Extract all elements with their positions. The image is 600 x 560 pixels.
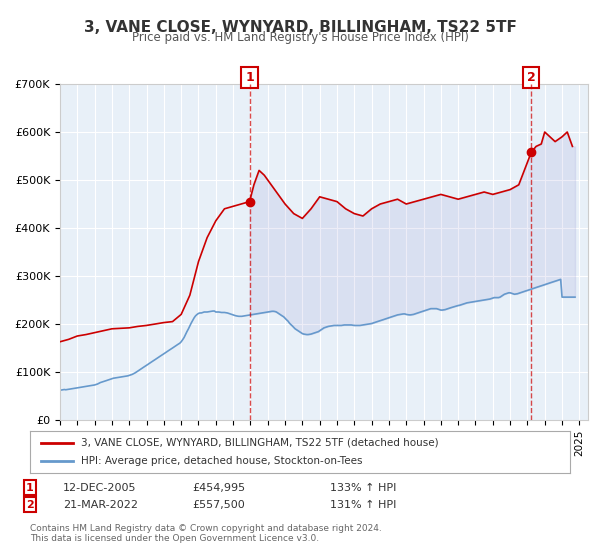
Text: 2: 2 xyxy=(527,71,536,84)
Text: Contains HM Land Registry data © Crown copyright and database right 2024.
This d: Contains HM Land Registry data © Crown c… xyxy=(30,524,382,543)
Text: 131% ↑ HPI: 131% ↑ HPI xyxy=(330,500,397,510)
Text: 2: 2 xyxy=(26,500,34,510)
Text: 3, VANE CLOSE, WYNYARD, BILLINGHAM, TS22 5TF (detached house): 3, VANE CLOSE, WYNYARD, BILLINGHAM, TS22… xyxy=(82,438,439,448)
Text: 3, VANE CLOSE, WYNYARD, BILLINGHAM, TS22 5TF: 3, VANE CLOSE, WYNYARD, BILLINGHAM, TS22… xyxy=(83,20,517,35)
Text: £557,500: £557,500 xyxy=(192,500,245,510)
Text: 12-DEC-2005: 12-DEC-2005 xyxy=(63,483,137,493)
Text: 1: 1 xyxy=(26,483,34,493)
Text: 21-MAR-2022: 21-MAR-2022 xyxy=(63,500,138,510)
Text: 133% ↑ HPI: 133% ↑ HPI xyxy=(330,483,397,493)
Text: 1: 1 xyxy=(245,71,254,84)
Text: £454,995: £454,995 xyxy=(192,483,245,493)
Text: HPI: Average price, detached house, Stockton-on-Tees: HPI: Average price, detached house, Stoc… xyxy=(82,456,363,466)
Text: Price paid vs. HM Land Registry's House Price Index (HPI): Price paid vs. HM Land Registry's House … xyxy=(131,31,469,44)
